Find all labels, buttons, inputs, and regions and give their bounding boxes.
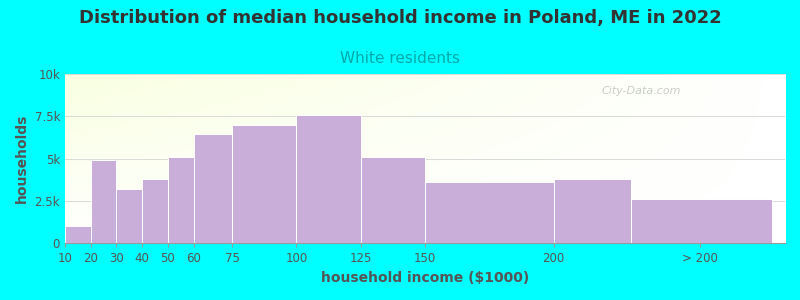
Bar bbox=[425, 182, 554, 243]
Bar bbox=[90, 160, 116, 243]
Text: White residents: White residents bbox=[340, 51, 460, 66]
Bar bbox=[554, 179, 630, 243]
Bar bbox=[296, 115, 361, 243]
Bar bbox=[361, 157, 425, 243]
Bar bbox=[142, 179, 168, 243]
Y-axis label: households: households bbox=[15, 114, 29, 203]
Bar bbox=[194, 134, 232, 243]
Bar bbox=[168, 157, 194, 243]
X-axis label: household income ($1000): household income ($1000) bbox=[321, 271, 529, 285]
Bar bbox=[65, 226, 90, 243]
Bar bbox=[630, 200, 772, 243]
Bar bbox=[116, 189, 142, 243]
Text: Distribution of median household income in Poland, ME in 2022: Distribution of median household income … bbox=[78, 9, 722, 27]
Text: City-Data.com: City-Data.com bbox=[602, 86, 681, 96]
Bar bbox=[232, 125, 296, 243]
